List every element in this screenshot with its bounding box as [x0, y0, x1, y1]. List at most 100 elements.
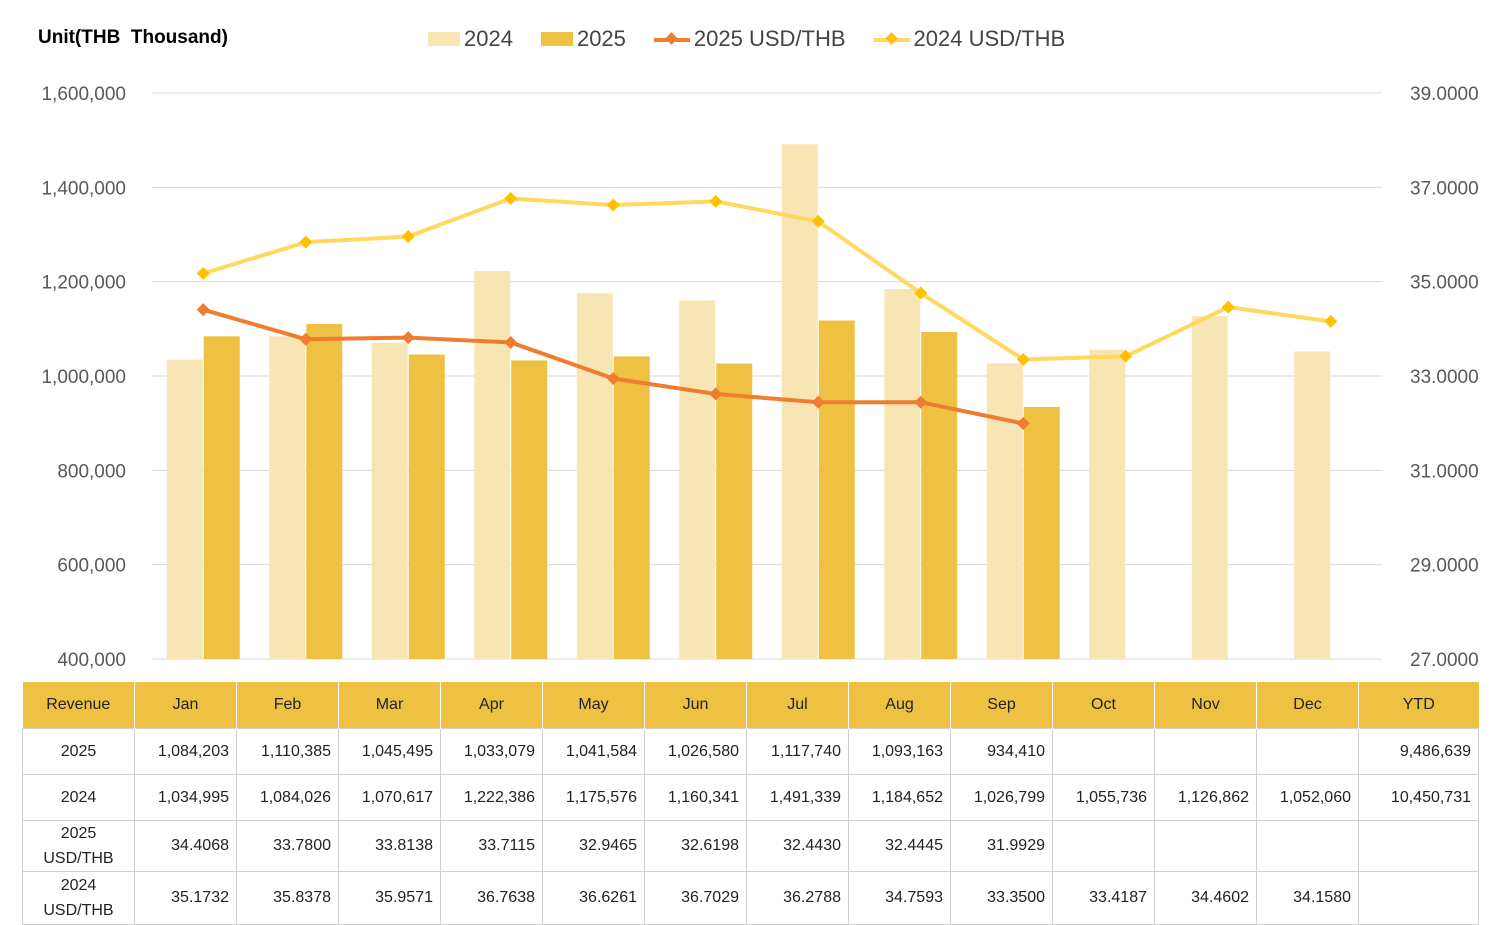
table-cell — [1052, 728, 1155, 775]
bar-2025 — [203, 336, 240, 659]
bar-2025 — [613, 356, 650, 659]
revenue-table: Revenue Jan Feb Mar Apr May Jun Jul Aug Sep Oct Nov… — [22, 682, 1479, 925]
y-right-tick-label: 33.0000 — [1410, 367, 1479, 388]
table-cell — [1358, 820, 1479, 872]
table-header-mar: Mar — [338, 682, 441, 729]
table-row: 2025 1,084,203 1,110,385 1,045,495 1,033,079… — [22, 728, 1479, 775]
bar-2025 — [511, 360, 548, 659]
table-header-jul: Jul — [746, 682, 849, 729]
table-cell: 34.4068 — [134, 820, 237, 872]
table-cell: 33.8138 — [338, 820, 441, 872]
legend-label-2025-usd-thb: 2025 USD/THB — [693, 26, 846, 51]
row-label: 2025 USD/THB — [22, 820, 135, 872]
table-header-aug: Aug — [848, 682, 951, 729]
table-header-nov: Nov — [1154, 682, 1257, 729]
row-label-line: 2024 — [60, 789, 97, 806]
table-cell: 1,491,339 — [746, 774, 849, 821]
table-header-may: May — [542, 682, 645, 729]
table-cell: 1,052,060 — [1256, 774, 1359, 821]
y-left-tick-label: 400,000 — [57, 650, 126, 671]
legend-label-2025: 2025 — [576, 26, 626, 51]
legend-label-2024-usd-thb: 2024 USD/THB — [913, 26, 1066, 51]
marker-2024-usd-thb — [401, 230, 415, 244]
y-right-tick-label: 27.0000 — [1410, 650, 1479, 671]
chart-legend: 2024 2025 2025 USD/THB 2024 USD/THB — [428, 26, 1093, 52]
marker-2025-usd-thb — [299, 332, 313, 346]
bar-2025 — [408, 354, 445, 659]
marker-2025-usd-thb — [709, 387, 723, 401]
table-cell: 1,222,386 — [440, 774, 543, 821]
table-cell: 1,070,617 — [338, 774, 441, 821]
table-cell: 35.8378 — [236, 871, 339, 925]
bar-2024 — [986, 363, 1023, 659]
table-cell — [1358, 871, 1479, 925]
table-cell: 10,450,731 — [1358, 774, 1479, 821]
table-cell: 1,117,740 — [746, 728, 849, 775]
legend-swatch-2025 — [540, 32, 573, 46]
table-cell: 1,026,799 — [950, 774, 1053, 821]
legend-item-2024-usd-thb: 2024 USD/THB — [873, 26, 1066, 52]
marker-2025-usd-thb — [811, 395, 825, 409]
legend-item-2024: 2024 — [428, 26, 513, 52]
row-label-line: 2025 — [60, 743, 97, 760]
y-right-tick-label: 37.0000 — [1410, 178, 1479, 199]
table-cell: 1,034,995 — [134, 774, 237, 821]
marker-2024-usd-thb — [504, 191, 518, 205]
table-cell: 9,486,639 — [1358, 728, 1479, 775]
y-right-tick-label: 39.0000 — [1410, 84, 1479, 105]
marker-2025-usd-thb — [504, 335, 518, 349]
legend-item-2025-usd-thb: 2025 USD/THB — [653, 26, 846, 52]
table-cell: 1,110,385 — [236, 728, 339, 775]
marker-2024-usd-thb — [196, 266, 210, 280]
table-header-oct: Oct — [1052, 682, 1155, 729]
unit-label: Unit(THB Thousand) — [38, 27, 228, 48]
table-cell — [1256, 728, 1359, 775]
bar-2024 — [679, 300, 716, 659]
table-cell: 1,055,736 — [1052, 774, 1155, 821]
marker-2024-usd-thb — [1221, 300, 1235, 314]
table-cell: 34.7593 — [848, 871, 951, 925]
table-cell — [1256, 820, 1359, 872]
table-header-dec: Dec — [1256, 682, 1359, 729]
table-header-apr: Apr — [440, 682, 543, 729]
table-cell: 33.7800 — [236, 820, 339, 872]
table-cell: 1,045,495 — [338, 728, 441, 775]
table-cell: 34.1580 — [1256, 871, 1359, 925]
bar-2025 — [921, 332, 958, 659]
marker-2024-usd-thb — [811, 214, 825, 228]
y-left-tick-label: 600,000 — [57, 556, 126, 577]
legend-swatch-2024-usd-thb — [873, 32, 910, 46]
y-left-tick-label: 1,600,000 — [41, 84, 126, 105]
marker-2025-usd-thb — [606, 372, 620, 386]
row-label: 2024 USD/THB — [22, 871, 135, 925]
marker-2025-usd-thb — [914, 395, 928, 409]
y-left-tick-label: 1,400,000 — [41, 178, 126, 199]
table-cell: 1,126,862 — [1154, 774, 1257, 821]
table-cell: 1,084,026 — [236, 774, 339, 821]
table-header-row: Revenue Jan Feb Mar Apr May Jun Jul Aug Sep Oct Nov… — [22, 682, 1479, 729]
table-cell — [1154, 820, 1257, 872]
table-header-revenue: Revenue — [22, 682, 135, 729]
line-2024-usd-thb — [202, 196, 1332, 362]
bar-2025 — [716, 363, 753, 659]
y-left-tick-label: 1,200,000 — [41, 273, 126, 294]
bar-2024 — [474, 271, 511, 659]
marker-2024-usd-thb — [299, 235, 313, 249]
table-row: 2024 1,034,995 1,084,026 1,070,617 1,222,386… — [22, 774, 1479, 821]
table-cell: 1,026,580 — [644, 728, 747, 775]
bar-2024 — [1089, 349, 1126, 659]
marker-2024-usd-thb — [606, 198, 620, 212]
table-cell: 33.3500 — [950, 871, 1053, 925]
table-cell: 35.9571 — [338, 871, 441, 925]
table-header-feb: Feb — [236, 682, 339, 729]
table-row: 2025 USD/THB 34.4068 33.7800 33.8138 33.7115 3… — [22, 820, 1479, 872]
marker-2024-usd-thb — [1119, 349, 1133, 363]
table-header-jan: Jan — [134, 682, 237, 729]
legend-item-2025: 2025 — [540, 26, 626, 52]
table-cell: 32.6198 — [644, 820, 747, 872]
revenue-chart: 400,000 27.0000 600,000 29.0000 800,000 31.00… — [41, 84, 1479, 671]
table-cell: 36.7638 — [440, 871, 543, 925]
table-cell: 1,160,341 — [644, 774, 747, 821]
y-left-tick-label: 800,000 — [57, 461, 126, 482]
bar-2024 — [884, 288, 921, 659]
